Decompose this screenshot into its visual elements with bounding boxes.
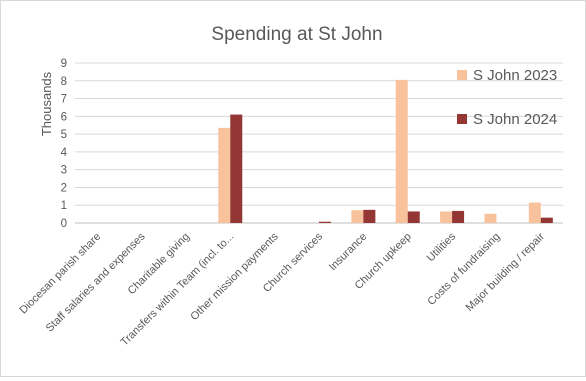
x-tick-label: Insurance: [327, 231, 370, 274]
chart-title: Spending at St John: [211, 24, 382, 45]
legend: S John 2023 S John 2024: [457, 67, 557, 128]
legend-swatch: [457, 114, 467, 124]
legend-label: S John 2024: [473, 111, 557, 128]
y-tick-label: 9: [61, 58, 67, 70]
y-tick-label: 6: [61, 111, 67, 123]
bar: [395, 79, 408, 223]
x-tick-label: Utilities: [425, 230, 459, 264]
bar: [484, 213, 497, 223]
bar: [440, 211, 453, 223]
y-tick-label: 8: [61, 76, 67, 88]
y-tick-labels: 0 1 2 3 4 5 6 7 8 9: [61, 58, 68, 230]
bar: [528, 202, 541, 223]
legend-swatch: [457, 70, 467, 80]
x-tick-label: Major building / repair: [464, 230, 548, 314]
y-tick-label: 2: [61, 182, 67, 194]
y-tick-label: 0: [61, 218, 67, 230]
x-tick-label: Diocesan parish share: [17, 231, 103, 317]
y-axis-label: Thousands: [39, 71, 54, 136]
bar: [363, 209, 376, 223]
y-tick-label: 3: [61, 165, 67, 177]
bars: [218, 79, 553, 223]
legend-label: S John 2023: [473, 67, 557, 84]
gridlines: [75, 62, 563, 224]
y-tick-label: 5: [61, 129, 67, 141]
bar: [452, 210, 465, 223]
bar: [351, 210, 364, 223]
bar: [540, 217, 553, 223]
bar: [218, 127, 231, 223]
bar: [230, 114, 243, 223]
y-tick-label: 4: [61, 147, 68, 159]
bar: [319, 221, 331, 223]
y-tick-label: 7: [61, 94, 67, 106]
x-tick-label: Other mission payments: [188, 230, 281, 323]
bar: [407, 211, 420, 223]
y-tick-label: 1: [61, 200, 67, 212]
